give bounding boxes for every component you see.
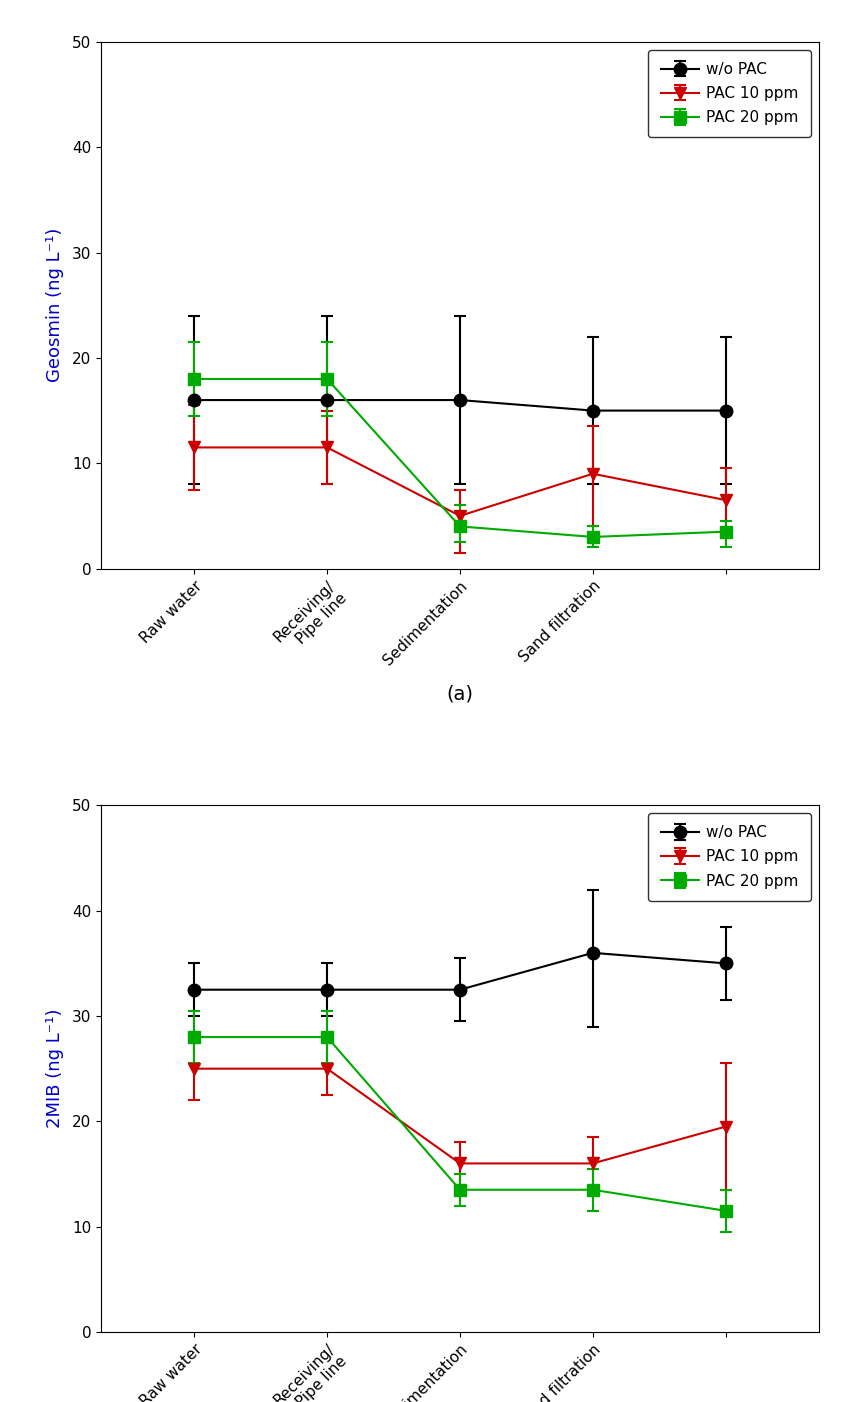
Y-axis label: Geosmin (ng L⁻¹): Geosmin (ng L⁻¹) bbox=[46, 229, 64, 383]
Y-axis label: 2MIB (ng L⁻¹): 2MIB (ng L⁻¹) bbox=[46, 1009, 64, 1129]
Text: (a): (a) bbox=[446, 684, 473, 704]
Legend: w/o PAC, PAC 10 ppm, PAC 20 ppm: w/o PAC, PAC 10 ppm, PAC 20 ppm bbox=[648, 49, 811, 137]
Legend: w/o PAC, PAC 10 ppm, PAC 20 ppm: w/o PAC, PAC 10 ppm, PAC 20 ppm bbox=[648, 813, 811, 901]
